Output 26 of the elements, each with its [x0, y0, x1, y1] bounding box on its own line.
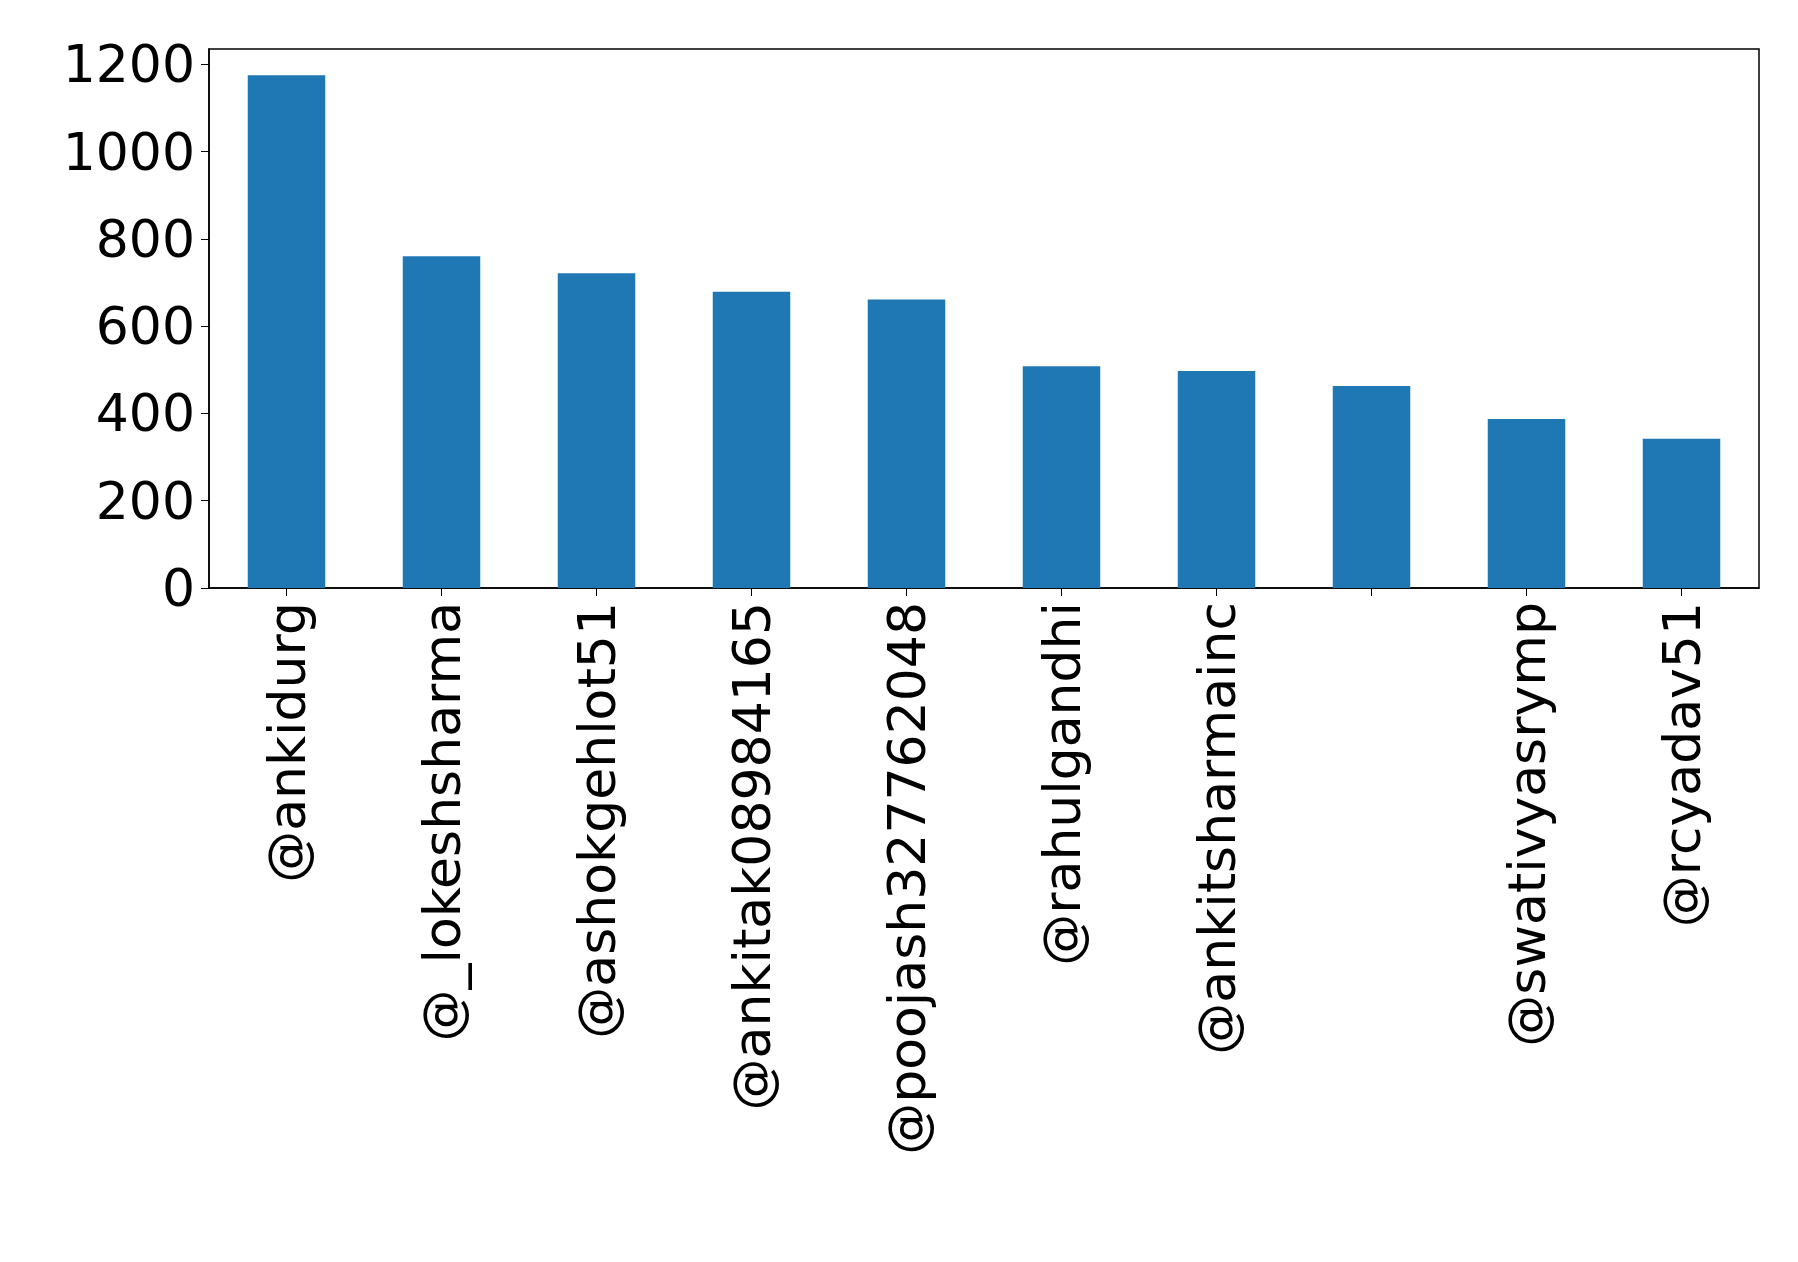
bar [712, 291, 791, 588]
x-tick-label: @ashokgehlot51 [566, 602, 627, 1039]
bar [1177, 371, 1256, 588]
bar [867, 299, 946, 588]
x-tick-label: @_lokeshsharma [411, 602, 472, 1042]
bar [1022, 366, 1101, 588]
y-tick-label: 800 [95, 208, 195, 269]
bar [1332, 385, 1411, 588]
y-tick-label: 1200 [62, 34, 195, 95]
x-tick-label: @poojash327762048 [876, 602, 937, 1155]
bar [557, 273, 636, 588]
bar [247, 75, 326, 588]
y-tick-label: 200 [95, 470, 195, 531]
y-tick-label: 400 [95, 383, 195, 444]
x-tick-label: @rahulgandhi [1031, 602, 1092, 966]
x-tick-label: @swativyasrymp [1496, 602, 1557, 1047]
bar [1487, 419, 1566, 588]
y-tick-label: 0 [161, 558, 195, 618]
y-tick-label: 600 [95, 296, 195, 357]
y-tick-label: 1000 [62, 121, 195, 182]
x-tick-label: @rcyadav51 [1651, 602, 1712, 928]
x-tick-label: @ankitsharmainc [1186, 602, 1247, 1055]
x-tick-label: @ankidurg [256, 602, 317, 883]
bar [402, 256, 481, 588]
bar [1642, 438, 1721, 588]
x-tick-label: @ankitak08984165 [721, 602, 782, 1111]
